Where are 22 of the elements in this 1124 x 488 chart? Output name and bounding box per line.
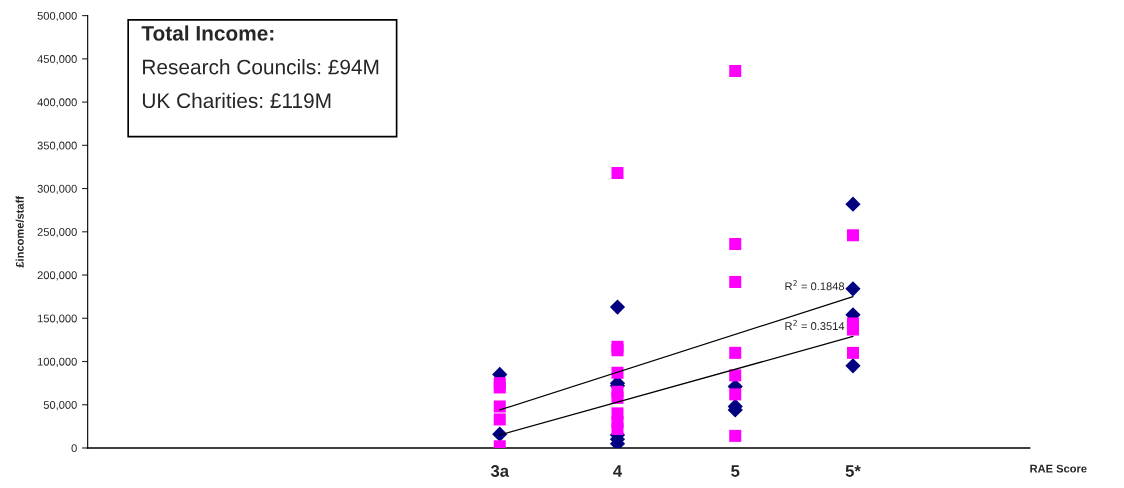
x-tick-label: 3a: [490, 465, 510, 477]
annotation: R$^{2}$ = 0.1848: [785, 280, 845, 291]
annotation: Total Income:: [141, 25, 274, 41]
y-tick-label: 250,000: [37, 228, 77, 238]
y-tick-label: 400,000: [37, 98, 77, 108]
annotation: R$^{2}$ = 0.3514: [785, 319, 845, 330]
x-axis-title: RAE Score: [1030, 464, 1087, 473]
y-tick-label: 350,000: [37, 141, 77, 151]
y-tick-label: 500,000: [37, 11, 77, 22]
annotation: Research Councils: £94M: [143, 59, 379, 75]
y-tick-label: 300,000: [37, 184, 77, 195]
y-tick-label: 50,000: [43, 401, 77, 411]
y-tick-label: 150,000: [37, 314, 77, 324]
y-tick-label: 100,000: [37, 357, 77, 367]
y-tick-label: 450,000: [37, 55, 77, 65]
y-axis-title: £income/staff: [15, 195, 24, 268]
x-tick-label: 5: [731, 465, 740, 477]
x-tick-label: 4: [613, 465, 623, 477]
y-tick-label: 0: [71, 444, 77, 453]
x-tick-label: 5*: [845, 465, 861, 477]
annotation: UK Charities: £119M: [142, 92, 331, 109]
y-tick-label: 200,000: [37, 271, 77, 281]
